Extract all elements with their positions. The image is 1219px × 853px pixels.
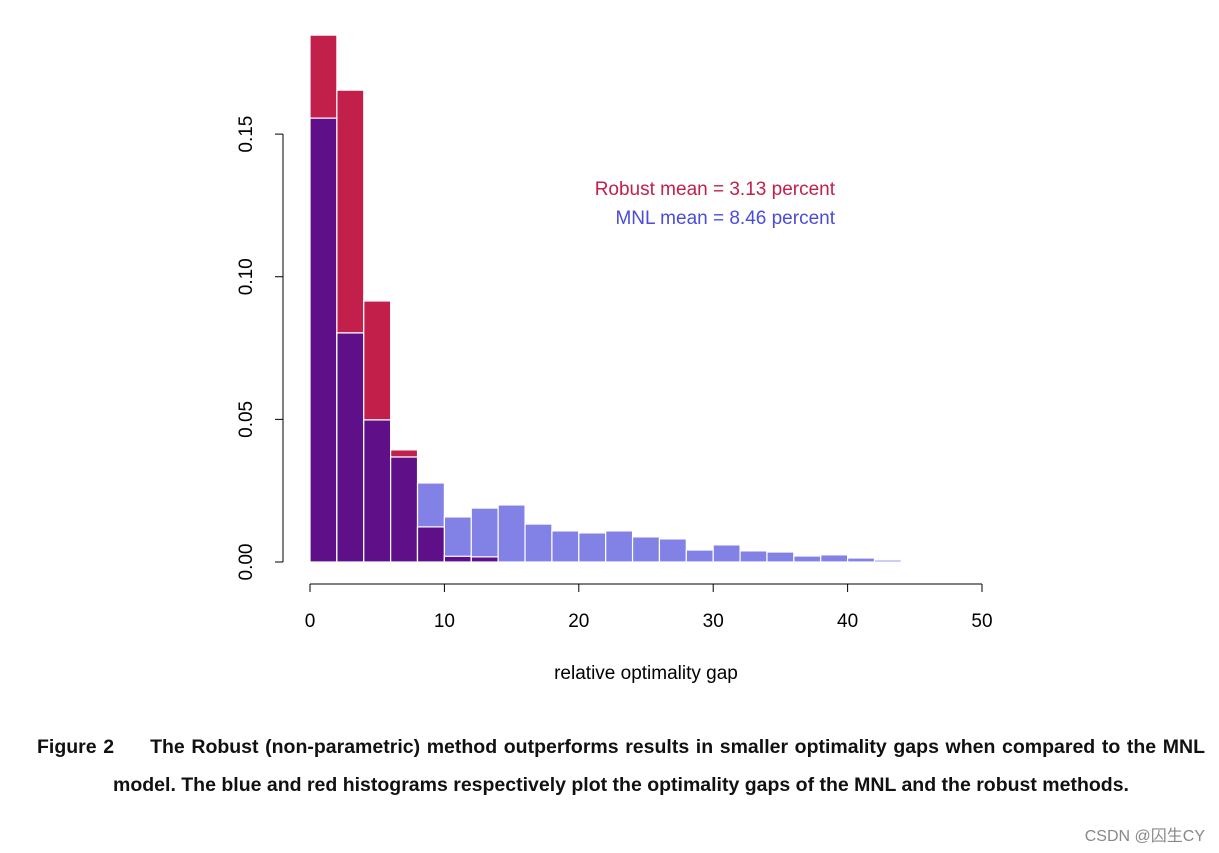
caption: Figure 2 The Robust (non-parametric) meth… bbox=[37, 728, 1205, 804]
overlap-bar bbox=[470, 556, 499, 563]
annotation: Robust mean = 3.13 percent bbox=[595, 179, 836, 200]
mnl-bar bbox=[846, 557, 876, 563]
mnl-bar bbox=[631, 536, 661, 563]
overlap-bar bbox=[336, 332, 365, 563]
mnl-bar bbox=[820, 554, 849, 563]
mnl-bar bbox=[712, 544, 741, 563]
chart: relative optimality gap 0 10 20 30 40 50 0.00 0… bbox=[236, 34, 993, 684]
mnl-bar bbox=[873, 559, 902, 563]
mnl-bar bbox=[605, 530, 634, 563]
mnl-bar bbox=[551, 530, 580, 563]
y-tick-label: 0.00 bbox=[236, 544, 257, 581]
overlap-bar bbox=[363, 419, 392, 563]
mnl-bar bbox=[739, 550, 768, 563]
mnl-bar bbox=[793, 555, 822, 563]
y-tick-label: 0.05 bbox=[236, 401, 257, 438]
mnl-bar bbox=[524, 523, 553, 563]
x-tick-label: 30 bbox=[703, 611, 724, 632]
annotation: MNL mean = 8.46 percent bbox=[615, 208, 835, 229]
mnl-bar bbox=[470, 507, 499, 563]
overlap-bar bbox=[443, 555, 472, 563]
mnl-bar bbox=[658, 538, 687, 563]
overlap-bar bbox=[416, 526, 445, 563]
x-tick-label: 10 bbox=[434, 611, 455, 632]
caption-text: The Robust (non-parametric) method outpe… bbox=[113, 736, 1205, 796]
x-axis-label: relative optimality gap bbox=[554, 663, 738, 684]
y-tick-label: 0.15 bbox=[236, 116, 257, 153]
y-tick-label: 0.10 bbox=[236, 258, 257, 295]
mnl-bar bbox=[443, 516, 472, 563]
overlap-bar bbox=[390, 456, 419, 563]
mnl-bar bbox=[685, 549, 714, 563]
mnl-bar bbox=[766, 551, 795, 563]
caption-label: Figure 2 bbox=[37, 736, 115, 758]
x-tick-label: 0 bbox=[305, 611, 316, 632]
mnl-bar bbox=[497, 504, 526, 563]
x-tick-label: 40 bbox=[837, 611, 858, 632]
watermark: CSDN @囚生CY bbox=[1084, 828, 1205, 845]
overlap-bar bbox=[309, 117, 338, 563]
x-tick-label: 50 bbox=[971, 611, 992, 632]
x-tick-label: 20 bbox=[568, 611, 589, 632]
mnl-bar bbox=[578, 532, 607, 563]
